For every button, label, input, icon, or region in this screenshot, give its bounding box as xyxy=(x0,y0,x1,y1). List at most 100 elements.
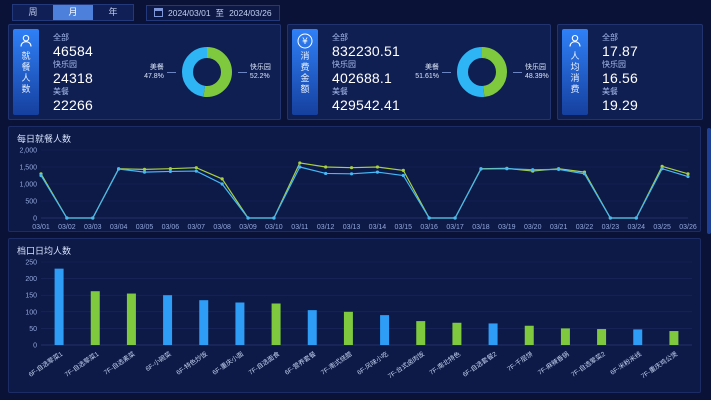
svg-text:50: 50 xyxy=(29,326,37,333)
stat-label: 全部 xyxy=(602,33,618,42)
topbar: 周 月 年 2024/03/01 至 2024/03/26 xyxy=(12,4,280,21)
donut-block: 美餐 51.61% 快乐园 48.39% xyxy=(414,25,550,119)
period-tab-group: 周 月 年 xyxy=(12,4,134,21)
card-stats: 全部 17.87 快乐园 16.56 美餐 19.29 xyxy=(592,25,684,119)
tab-month[interactable]: 月 xyxy=(53,5,93,20)
svg-text:03/11: 03/11 xyxy=(291,224,308,231)
person-icon xyxy=(20,34,32,47)
card-ribbon: ¥ 消费金额 xyxy=(292,29,318,115)
date-separator: 至 xyxy=(215,7,225,18)
svg-text:03/19: 03/19 xyxy=(498,224,516,231)
leader-line xyxy=(442,71,451,73)
svg-text:2,000: 2,000 xyxy=(19,148,37,155)
svg-text:03/03: 03/03 xyxy=(84,224,102,231)
line-chart: 0 500 1,000 1,500 2,000 03/01 03/02 03/03 03/04 0… xyxy=(19,148,696,232)
stat-value: 24318 xyxy=(53,70,93,86)
svg-text:0: 0 xyxy=(33,216,37,223)
stat-label: 快乐园 xyxy=(602,60,626,69)
svg-text:7F-南北特色: 7F-南北特色 xyxy=(427,349,462,377)
svg-text:0: 0 xyxy=(33,343,37,350)
kpi-card-spend-amount: ¥ 消费金额 全部 832230.51 快乐园 402688.1 美餐 429542.… xyxy=(287,24,551,120)
kpi-card-dining-count: 就餐人数 全部 46584 快乐园 24318 美餐 22266 美餐 47.8% 快乐… xyxy=(8,24,281,120)
scrollbar-strip[interactable] xyxy=(707,128,711,234)
date-end: 2024/03/26 xyxy=(229,7,272,18)
svg-text:7F-自选荤菜2: 7F-自选荤菜2 xyxy=(569,349,607,379)
svg-text:03/06: 03/06 xyxy=(162,224,180,231)
svg-text:¥: ¥ xyxy=(302,37,308,47)
card-ribbon: 就餐人数 xyxy=(13,29,39,115)
svg-text:03/23: 03/23 xyxy=(602,224,620,231)
date-start: 2024/03/01 xyxy=(168,7,211,18)
card-title: 就餐人数 xyxy=(21,51,31,94)
svg-text:6F-小碗菜: 6F-小碗菜 xyxy=(143,349,173,373)
bar-chart-title: 档口日均人数 xyxy=(17,246,72,256)
svg-text:7F-自选面食: 7F-自选面食 xyxy=(247,349,282,377)
stat-value: 16.56 xyxy=(602,70,639,86)
svg-text:250: 250 xyxy=(25,260,37,267)
svg-text:03/21: 03/21 xyxy=(550,224,568,231)
svg-text:6F-重庆小面: 6F-重庆小面 xyxy=(210,349,245,377)
donut-label-left: 美餐 47.8% xyxy=(144,64,164,80)
leader-line xyxy=(513,71,522,73)
stat-value: 429542.41 xyxy=(332,97,400,113)
svg-text:6F-风味小吃: 6F-风味小吃 xyxy=(355,349,390,377)
donut-label-left: 美餐 51.61% xyxy=(415,64,439,80)
card-ribbon: 人均消费 xyxy=(562,29,588,115)
svg-text:6F-特色炒饭: 6F-特色炒饭 xyxy=(174,349,209,377)
svg-text:1,000: 1,000 xyxy=(19,182,37,189)
stat-value: 46584 xyxy=(53,43,93,59)
stat-label: 全部 xyxy=(332,33,348,42)
svg-text:7F-麻辣香锅: 7F-麻辣香锅 xyxy=(536,349,571,377)
svg-text:7F-千层饼: 7F-千层饼 xyxy=(505,349,535,373)
stall-average-bar-panel: 档口日均人数 0 50 100 150 200 250 6F-自选荤菜1 7F-自选荤菜1 7F… xyxy=(8,238,701,393)
svg-text:03/15: 03/15 xyxy=(395,224,413,231)
svg-text:03/08: 03/08 xyxy=(213,224,231,231)
tab-week[interactable]: 周 xyxy=(13,5,53,20)
card-title: 人均消费 xyxy=(570,51,580,94)
leader-line xyxy=(237,71,247,73)
svg-text:200: 200 xyxy=(25,276,37,283)
card-stats: 全部 832230.51 快乐园 402688.1 美餐 429542.41 xyxy=(322,25,414,119)
donut-chart-amount xyxy=(457,47,507,97)
svg-text:6F-自选套餐2: 6F-自选套餐2 xyxy=(461,349,499,379)
svg-text:03/17: 03/17 xyxy=(446,224,464,231)
calendar-icon xyxy=(154,8,163,17)
svg-text:6F-营养套餐: 6F-营养套餐 xyxy=(283,349,318,377)
person-icon xyxy=(569,34,581,47)
svg-text:7F-自选荤菜1: 7F-自选荤菜1 xyxy=(63,349,101,379)
tab-year[interactable]: 年 xyxy=(93,5,133,20)
stat-value: 402688.1 xyxy=(332,70,392,86)
line-chart-title: 每日就餐人数 xyxy=(17,134,72,144)
svg-text:03/10: 03/10 xyxy=(265,224,283,231)
svg-text:6F-自选荤菜1: 6F-自选荤菜1 xyxy=(27,349,65,379)
stat-label: 全部 xyxy=(53,33,69,42)
donut-chart-people xyxy=(181,47,232,97)
svg-text:03/18: 03/18 xyxy=(472,224,490,231)
svg-text:03/24: 03/24 xyxy=(627,224,645,231)
svg-text:03/13: 03/13 xyxy=(343,224,361,231)
svg-text:150: 150 xyxy=(25,293,37,300)
date-range-picker[interactable]: 2024/03/01 至 2024/03/26 xyxy=(146,4,280,21)
card-title: 消费金额 xyxy=(300,51,310,94)
svg-text:03/12: 03/12 xyxy=(317,224,335,231)
kpi-cards-row: 就餐人数 全部 46584 快乐园 24318 美餐 22266 美餐 47.8% 快乐… xyxy=(8,24,703,120)
svg-text:03/25: 03/25 xyxy=(653,224,671,231)
stat-label: 快乐园 xyxy=(332,60,356,69)
svg-text:6F-米粉米线: 6F-米粉米线 xyxy=(608,349,643,377)
stat-value: 17.87 xyxy=(602,43,639,59)
card-stats: 全部 46584 快乐园 24318 美餐 22266 xyxy=(43,25,135,119)
svg-text:03/07: 03/07 xyxy=(188,224,206,231)
svg-text:03/14: 03/14 xyxy=(369,224,387,231)
stat-value: 19.29 xyxy=(602,97,639,113)
stat-label: 美餐 xyxy=(602,87,618,96)
daily-diners-line-panel: 每日就餐人数 0 500 1,000 1,500 2,000 03/01 03/02 03/0… xyxy=(8,126,701,232)
stat-label: 快乐园 xyxy=(53,60,77,69)
svg-text:7F-南式烧腊: 7F-南式烧腊 xyxy=(319,349,354,377)
stat-label: 美餐 xyxy=(332,87,348,96)
svg-text:7F-台式卤肉饭: 7F-台式卤肉饭 xyxy=(386,349,426,380)
stat-value: 22266 xyxy=(53,97,93,113)
svg-text:03/05: 03/05 xyxy=(136,224,154,231)
svg-text:1,500: 1,500 xyxy=(19,165,37,172)
kpi-card-per-capita: 人均消费 全部 17.87 快乐园 16.56 美餐 19.29 xyxy=(557,24,703,120)
